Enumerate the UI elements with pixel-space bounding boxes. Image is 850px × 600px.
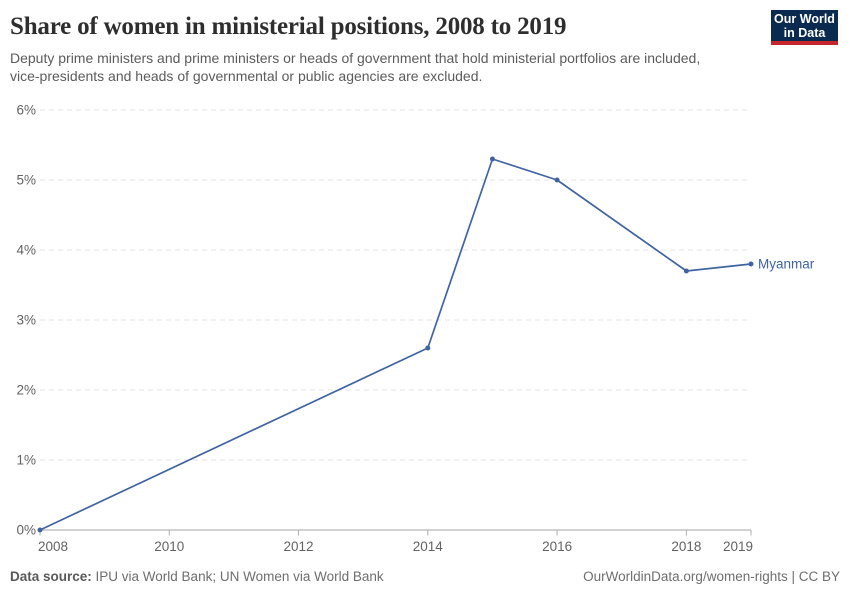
chart-title: Share of women in ministerial positions,… <box>10 13 567 40</box>
y-tick-label: 0% <box>16 523 36 538</box>
x-tick-label: 2010 <box>154 539 184 554</box>
chart-subtitle: Deputy prime ministers and prime ministe… <box>10 50 701 84</box>
y-tick-label: 2% <box>16 383 36 398</box>
y-tick-label: 4% <box>16 243 36 258</box>
credit-separator: | <box>787 569 799 584</box>
data-point[interactable] <box>425 345 431 351</box>
x-tick-label: 2008 <box>38 539 68 554</box>
data-source-text: IPU via World Bank; UN Women via World B… <box>91 569 384 584</box>
chart-footer: Data source: IPU via World Bank; UN Wome… <box>10 568 840 585</box>
data-point[interactable] <box>37 527 43 533</box>
data-point[interactable] <box>748 261 754 267</box>
owid-logo-line1: Our World <box>774 11 835 26</box>
credit-url[interactable]: OurWorldinData.org/women-rights <box>583 569 788 584</box>
credit-line: OurWorldinData.org/women-rights | CC BY <box>583 568 840 585</box>
owid-logo-line2: in Data <box>783 25 826 40</box>
x-tick-label: 2012 <box>284 539 314 554</box>
y-tick-label: 5% <box>16 173 36 188</box>
x-tick-label: 2019 <box>723 539 753 554</box>
data-point[interactable] <box>683 268 689 274</box>
x-tick-label: 2016 <box>542 539 572 554</box>
data-point[interactable] <box>489 156 495 162</box>
x-tick-label: 2014 <box>413 539 444 554</box>
data-line <box>39 158 752 531</box>
y-tick-label: 1% <box>16 453 36 468</box>
x-tick-label: 2018 <box>671 539 701 554</box>
credit-license: CC BY <box>798 569 840 584</box>
data-source-line: Data source: IPU via World Bank; UN Wome… <box>10 568 384 585</box>
data-point[interactable] <box>554 177 560 183</box>
y-tick-label: 3% <box>16 313 36 328</box>
y-tick-label: 6% <box>16 103 36 118</box>
data-source-label: Data source: <box>10 569 92 584</box>
owid-logo[interactable]: Our World in Data <box>771 10 838 45</box>
series-end-label[interactable]: Myanmar <box>758 257 815 272</box>
